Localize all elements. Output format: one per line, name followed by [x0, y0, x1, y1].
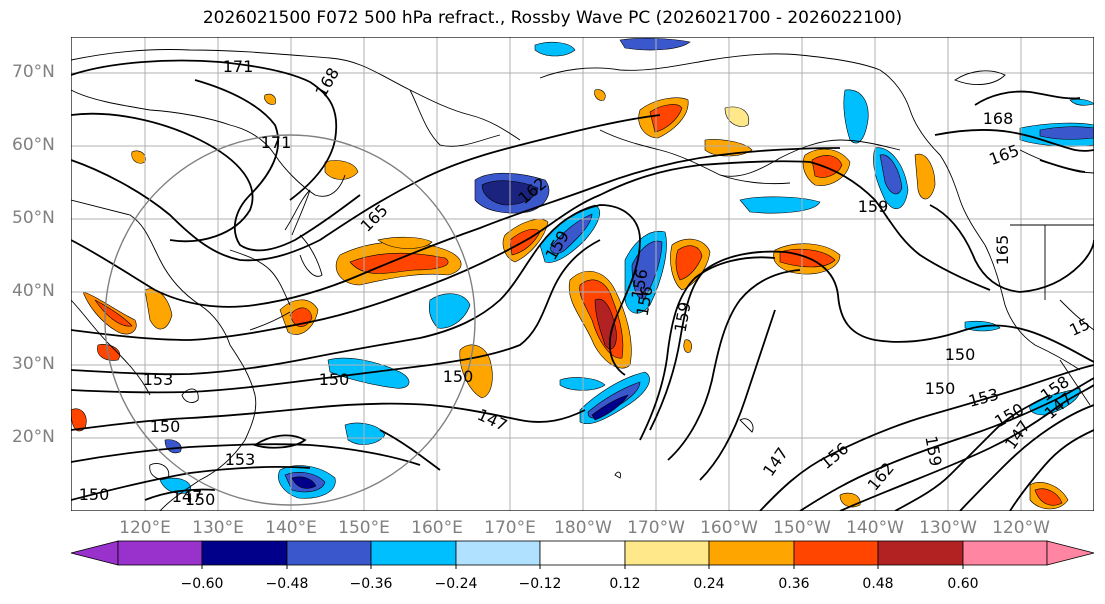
- colorbar-tick-label: −0.36: [349, 576, 393, 592]
- lat-label: 70°N: [12, 62, 55, 82]
- positive-patch: [649, 104, 683, 133]
- shaded-anomaly-patches: [71, 37, 1094, 510]
- contour-label: 150: [150, 417, 181, 436]
- colorbar-tick-label: −0.24: [434, 576, 478, 592]
- positive-patch: [675, 245, 703, 281]
- contour-label: 150: [79, 485, 110, 504]
- contour-label: 150: [945, 345, 976, 364]
- colorbar-tick-label: 0.36: [778, 576, 810, 592]
- negative-patch: [534, 41, 576, 57]
- height-contours: [71, 59, 1094, 511]
- lon-label: 120°E: [119, 518, 171, 538]
- negative-patch: [739, 196, 821, 214]
- map-plot-area: 171 168 171 165 162 159 156 159 153 150 …: [71, 37, 1094, 511]
- positive-patch: [264, 93, 277, 105]
- positive-patch: [839, 492, 861, 508]
- colorbar-segment: [455, 540, 541, 566]
- contour-label: 168: [983, 109, 1014, 128]
- colorbar-tick-label: −0.12: [518, 576, 562, 592]
- negative-patch: [1029, 387, 1081, 416]
- colorbar-tick-label: 0.12: [609, 576, 641, 592]
- negative-patch: [1069, 98, 1094, 106]
- lat-label: 60°N: [12, 135, 55, 155]
- colorbar-high-extend: [1046, 540, 1095, 566]
- colorbar-tick-label: 0.60: [947, 576, 979, 592]
- positive-patch: [324, 160, 359, 180]
- lon-label: 170°E: [484, 518, 536, 538]
- lon-label: 140°W: [846, 518, 904, 538]
- contour-label: 165: [993, 235, 1012, 266]
- positive-patch: [683, 339, 692, 353]
- positive-patch: [594, 89, 606, 101]
- colorbar-segment: [286, 540, 372, 566]
- negative-patch: [591, 394, 629, 421]
- lat-label: 30°N: [12, 354, 55, 374]
- negative-patch: [344, 422, 386, 445]
- lat-label: 40°N: [12, 281, 55, 301]
- colorbar-tick-label: −0.60: [180, 576, 224, 592]
- negative-patch: [879, 154, 903, 195]
- contour-label: 150: [185, 490, 216, 509]
- positive-patch: [377, 236, 433, 249]
- contour-label: 150: [319, 370, 350, 389]
- positive-patch: [1034, 488, 1063, 506]
- lon-label: 150°E: [338, 518, 390, 538]
- positive-patch: [97, 344, 120, 361]
- colorbar-segment: [201, 540, 288, 566]
- contour-label: 147: [172, 487, 203, 506]
- lon-label: 120°W: [992, 518, 1050, 538]
- positive-patch: [914, 153, 936, 200]
- positive-patch: [724, 106, 750, 127]
- colorbar-tick-label: 0.24: [693, 576, 725, 592]
- colorbar-low-extend: [70, 540, 119, 566]
- lon-label: 130°E: [192, 518, 244, 538]
- lon-label: 150°W: [773, 518, 831, 538]
- contour-label: 153: [225, 450, 256, 469]
- contour-label: 171: [261, 133, 292, 152]
- graticule: [71, 37, 1094, 511]
- colorbar-segment: [962, 540, 1048, 566]
- lon-label: 170°W: [627, 518, 685, 538]
- map-title: 2026021500 F072 500 hPa refract., Rossby…: [202, 8, 903, 28]
- colorbar-segment: [793, 540, 879, 566]
- contour-label: 150: [925, 379, 956, 398]
- colorbar-segment: [708, 540, 795, 566]
- lon-label: 130°W: [919, 518, 977, 538]
- negative-patch: [843, 89, 869, 144]
- contour-label: 150: [443, 367, 474, 386]
- contour-label: 171: [223, 57, 254, 76]
- colorbar-segment: [877, 540, 964, 566]
- contour-label: 159: [858, 197, 889, 216]
- lat-label: 50°N: [12, 208, 55, 228]
- negative-patch: [428, 293, 471, 329]
- lon-label: 160°W: [700, 518, 758, 538]
- projection-circle: [104, 134, 476, 506]
- colorbar-tick-label: −0.48: [265, 576, 309, 592]
- lon-label: 140°E: [265, 518, 317, 538]
- colorbar-segment: [117, 540, 203, 566]
- colorbar-segment: [370, 540, 457, 566]
- negative-patch: [619, 37, 691, 51]
- negative-patch: [291, 476, 317, 489]
- lat-label: 20°N: [12, 427, 55, 447]
- colorbar-segment: [539, 540, 626, 566]
- coastlines: [71, 49, 1094, 511]
- lon-label: 160°E: [411, 518, 463, 538]
- negative-patch: [1039, 126, 1094, 140]
- contour-label: 153: [143, 370, 174, 389]
- colorbar-segment: [624, 540, 710, 566]
- colorbar-tick-label: 0.48: [862, 576, 894, 592]
- lon-label: 180°W: [554, 518, 612, 538]
- colorbar: [70, 540, 1095, 569]
